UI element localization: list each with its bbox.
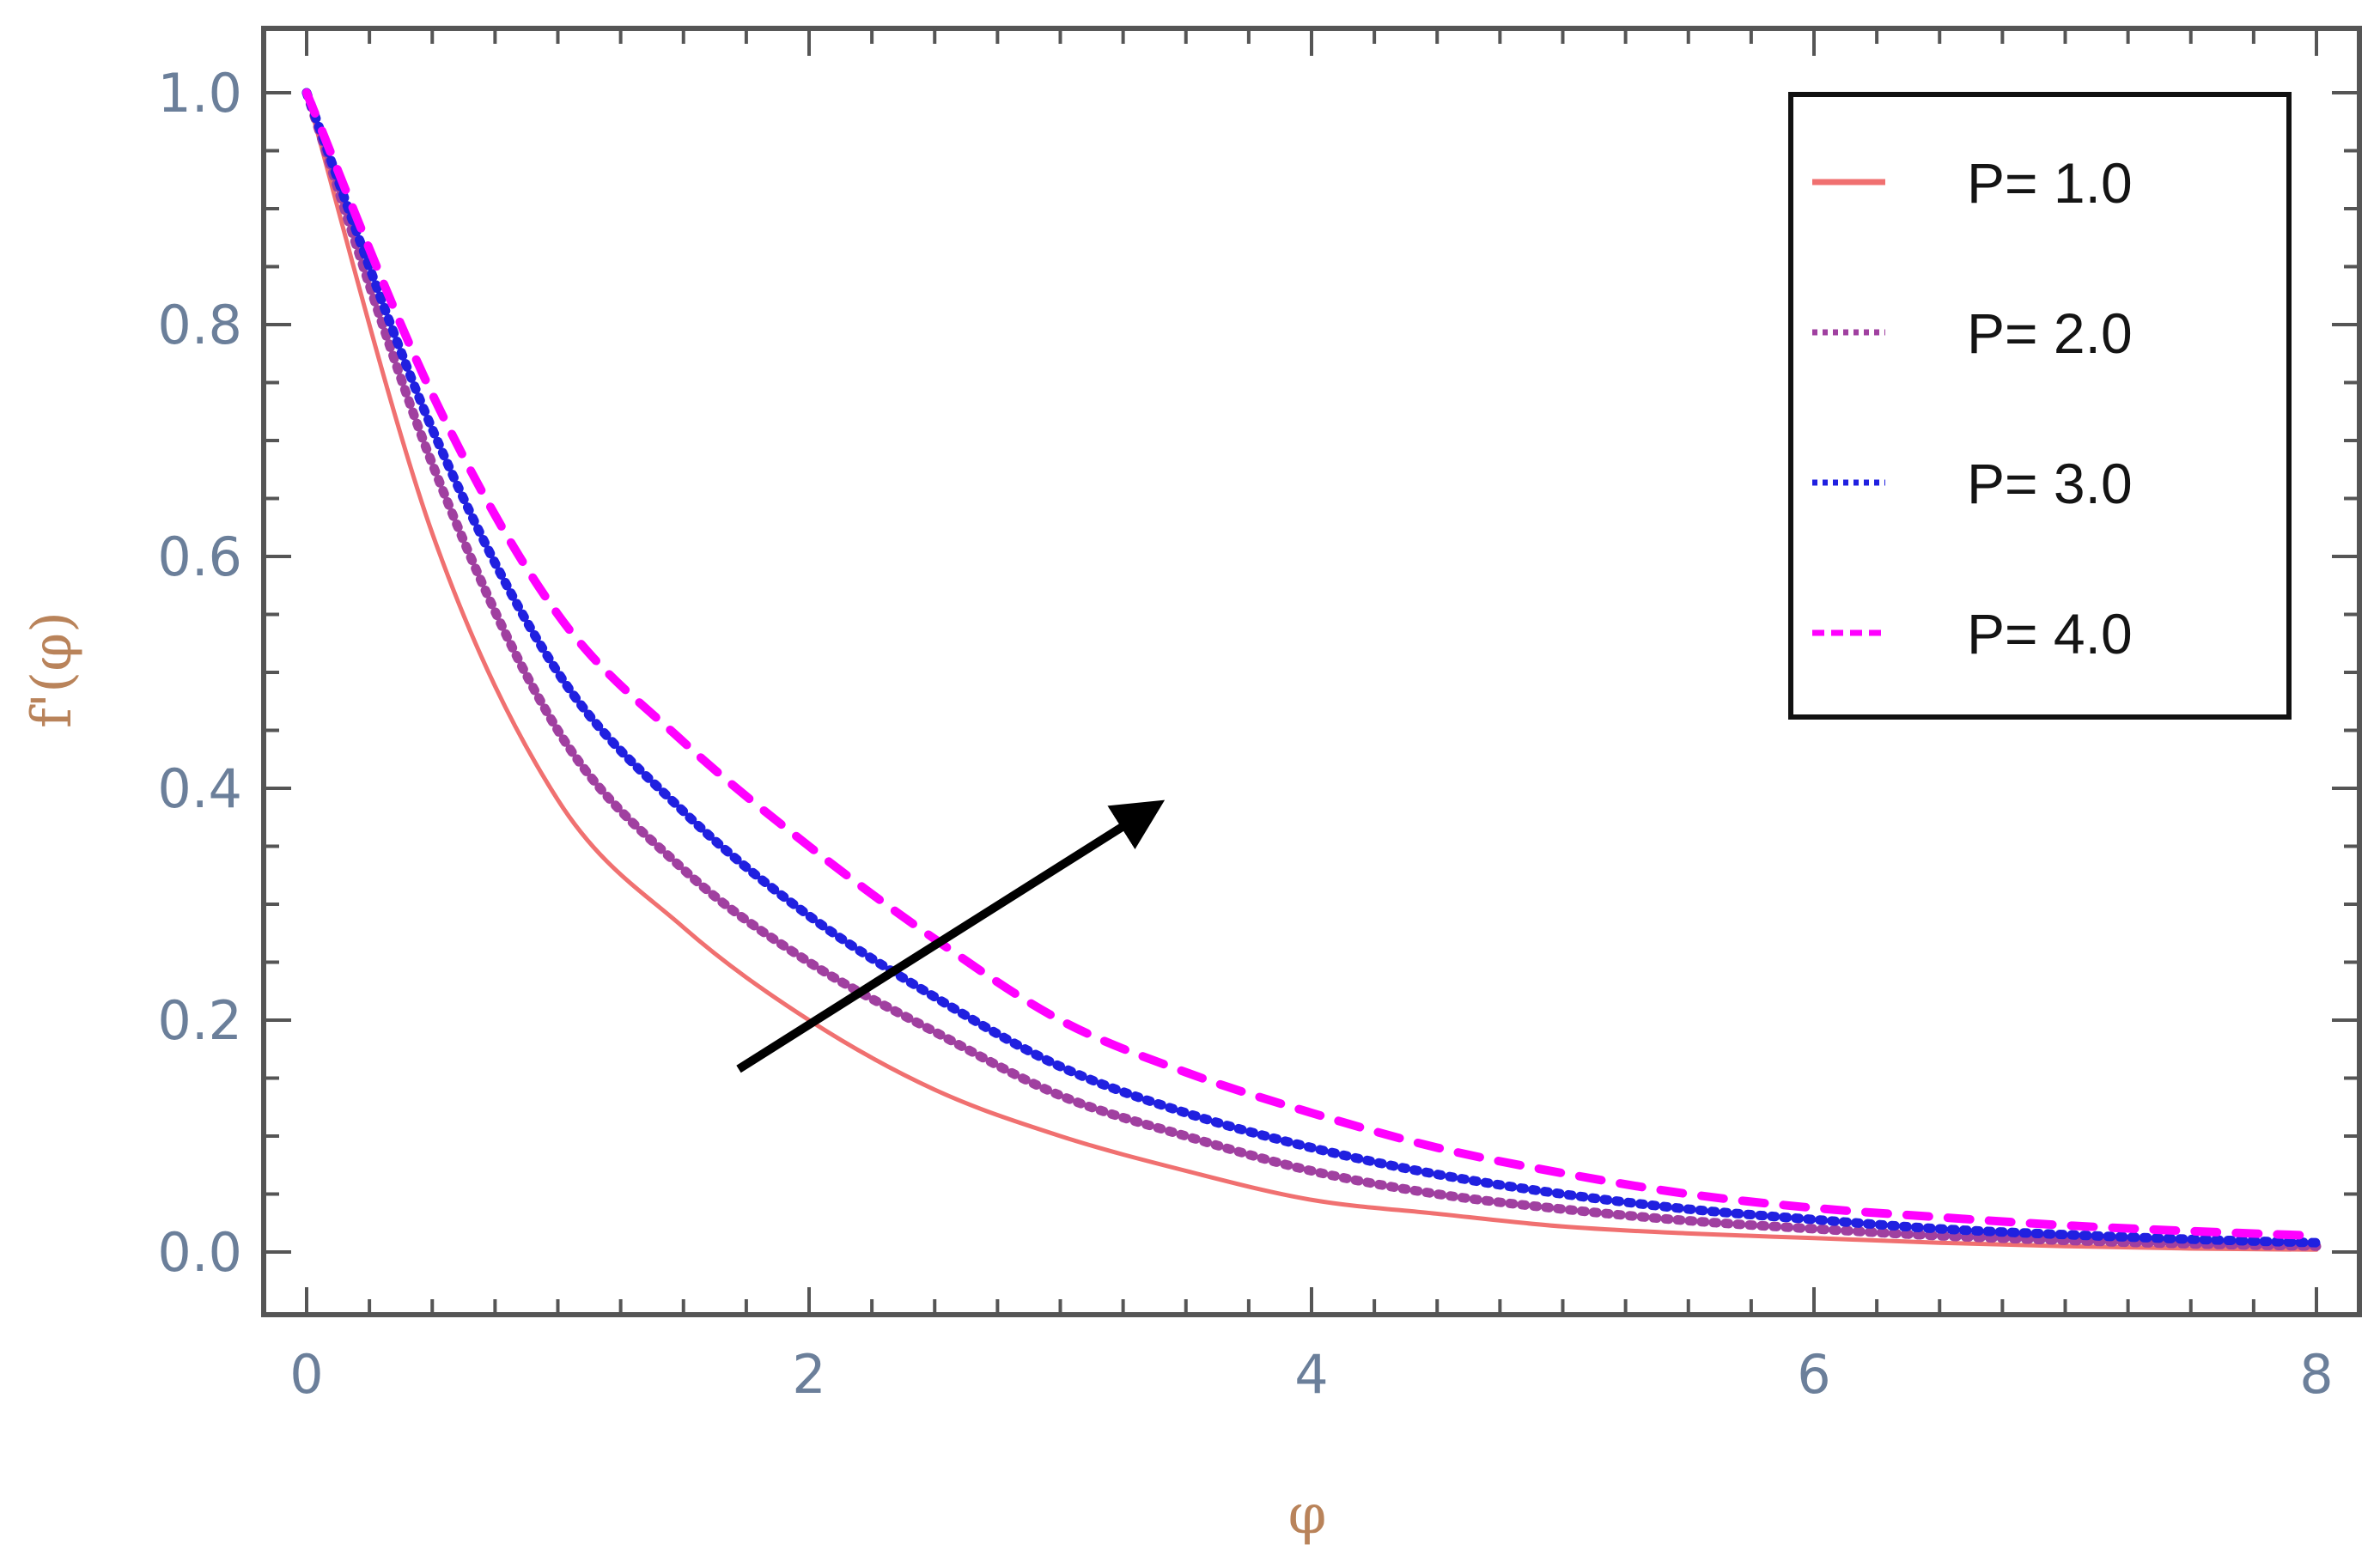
trend-arrow [736, 799, 1166, 1073]
x-tick-label: 8 [2299, 1343, 2333, 1406]
y-tick-label: 0.4 [157, 757, 242, 820]
axis-ticks [264, 28, 2359, 1315]
series-line-3 [301, 88, 2322, 1248]
series-line-4 [302, 88, 2321, 1241]
y-tick-labels: 0.0 0.2 0.4 0.6 0.8 1.0 [157, 62, 242, 1284]
legend: P= 1.0 P= 2.0 P= 3.0 P= 4.0 [1788, 92, 2292, 720]
legend-label: P= 3.0 [1967, 452, 2133, 515]
series-layer [301, 88, 2322, 1252]
y-tick-label: 0.6 [157, 526, 242, 588]
x-axis-title: φ [1288, 1483, 1327, 1547]
series-line-2 [301, 88, 2322, 1251]
x-tick-label: 2 [792, 1343, 825, 1406]
y-tick-label: 1.0 [157, 62, 242, 125]
y-tick-label: 0.8 [157, 294, 242, 356]
y-tick-label: 0.2 [157, 989, 242, 1052]
x-tick-label: 6 [1797, 1343, 1830, 1406]
x-tick-labels: 0 2 4 6 8 [289, 1343, 2333, 1406]
legend-box [1788, 92, 2292, 720]
x-tick-label: 4 [1294, 1343, 1328, 1406]
y-tick-label: 0.0 [157, 1221, 242, 1284]
legend-label: P= 4.0 [1967, 602, 2133, 666]
x-tick-label: 0 [289, 1343, 323, 1406]
legend-label: P= 2.0 [1967, 301, 2133, 365]
legend-items: P= 1.0 P= 2.0 P= 3.0 P= 4.0 [1812, 151, 2133, 666]
legend-label: P= 1.0 [1967, 151, 2133, 215]
y-axis-title: f'(φ) [21, 611, 84, 728]
series-line-1 [304, 90, 2319, 1252]
